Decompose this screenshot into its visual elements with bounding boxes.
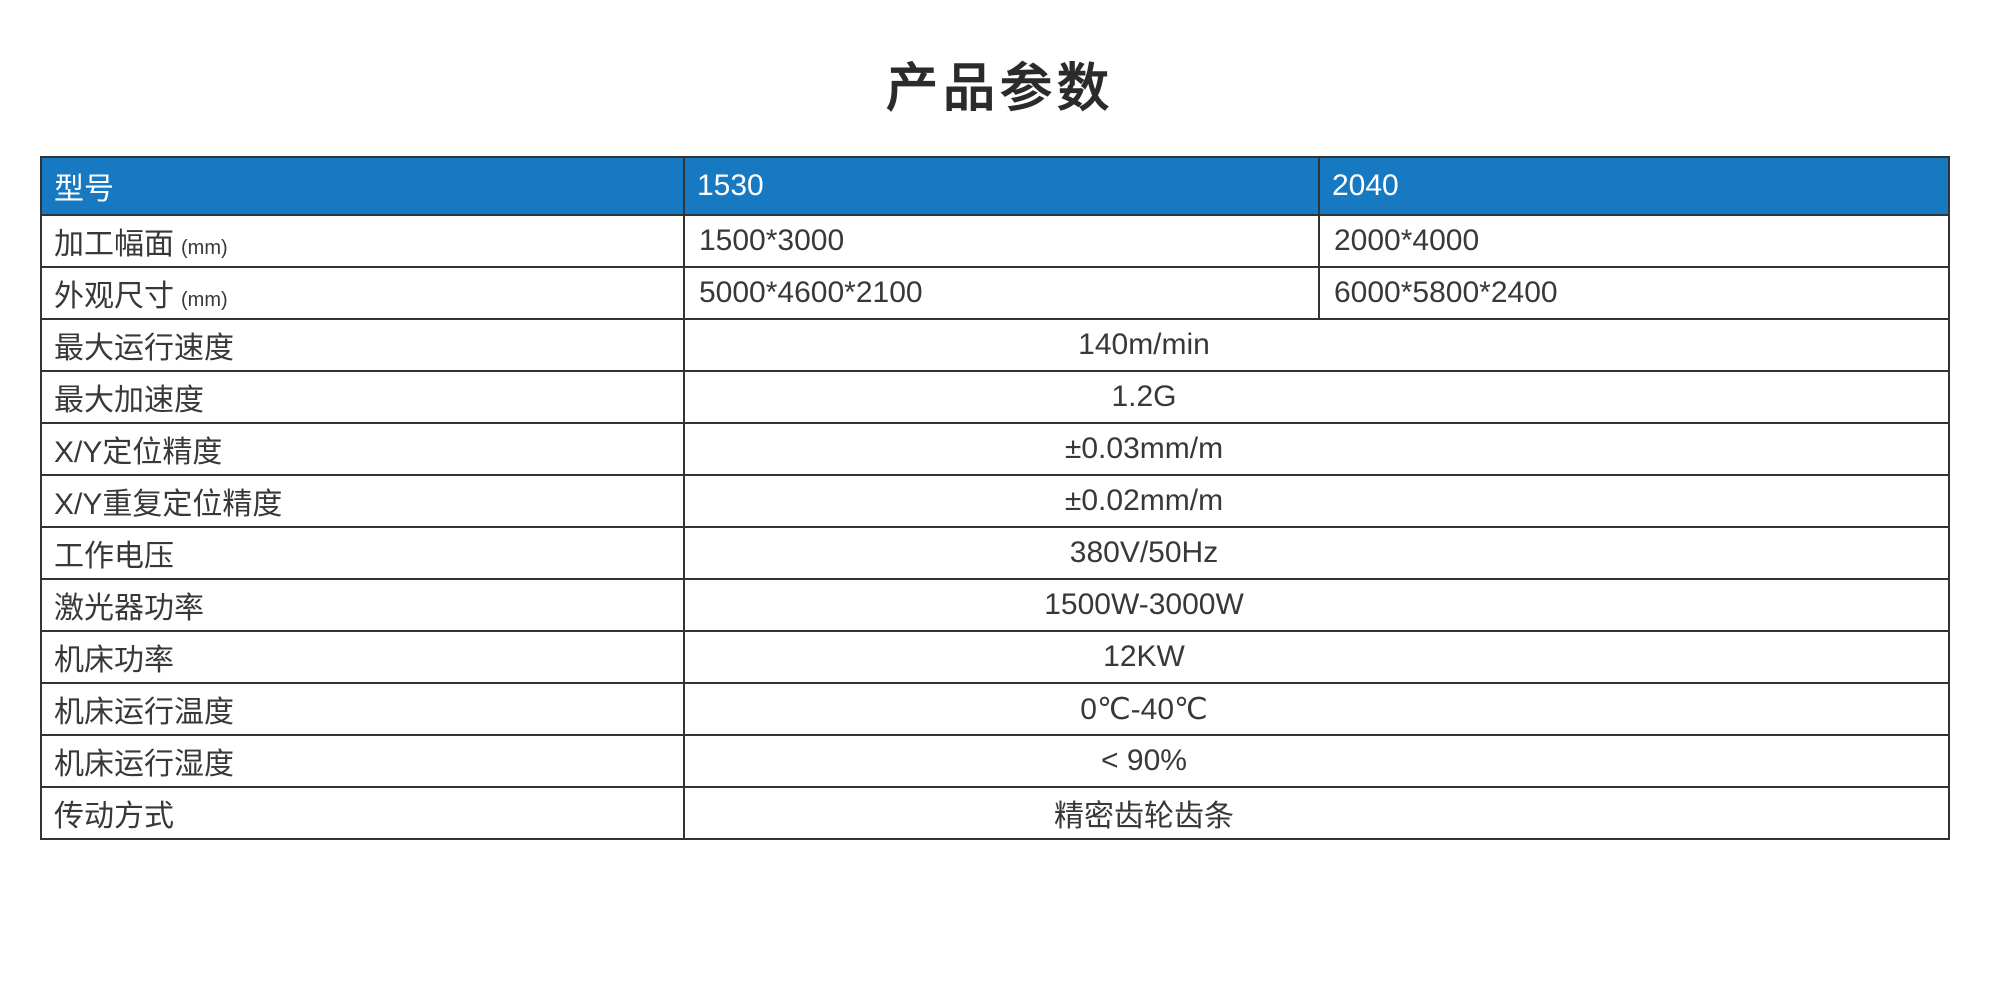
table-row: X/Y重复定位精度 ±0.02mm/m (40, 474, 1950, 529)
row-value: 1500*3000 (683, 214, 1320, 269)
table-row: 传动方式 精密齿轮齿条 (40, 786, 1950, 841)
row-label: 最大加速度 (40, 370, 685, 425)
header-cell-model: 型号 (40, 156, 685, 217)
row-value-merged: 1500W-3000W (683, 578, 1950, 633)
table-row: 工作电压 380V/50Hz (40, 526, 1950, 581)
row-value-merged: 380V/50Hz (683, 526, 1950, 581)
header-cell-model-1530: 1530 (683, 156, 1320, 217)
row-value: 5000*4600*2100 (683, 266, 1320, 321)
table-row: 激光器功率 1500W-3000W (40, 578, 1950, 633)
table-row: 最大运行速度 140m/min (40, 318, 1950, 373)
table-body: 加工幅面 (mm) 1500*3000 2000*4000 外观尺寸 (mm) 5000*4… (40, 214, 1950, 841)
row-value-merged: 1.2G (683, 370, 1950, 425)
table-row: 机床运行湿度 < 90% (40, 734, 1950, 789)
row-label: 机床功率 (40, 630, 685, 685)
row-value: 2000*4000 (1318, 214, 1950, 269)
table-row: 机床功率 12KW (40, 630, 1950, 685)
row-label: X/Y定位精度 (40, 422, 685, 477)
row-label: 传动方式 (40, 786, 685, 841)
row-value-merged: 精密齿轮齿条 (683, 786, 1950, 841)
row-value-merged: ±0.02mm/m (683, 474, 1950, 529)
table-row: 加工幅面 (mm) 1500*3000 2000*4000 (40, 214, 1950, 269)
row-label-unit: (mm) (181, 289, 228, 312)
row-label: 机床运行温度 (40, 682, 685, 737)
row-label: 工作电压 (40, 526, 685, 581)
row-label: 外观尺寸 (mm) (40, 266, 685, 321)
page-title: 产品参数 (885, 60, 1114, 118)
row-label: 加工幅面 (mm) (40, 214, 685, 269)
row-value-merged: ±0.03mm/m (683, 422, 1950, 477)
row-label-unit: (mm) (181, 237, 228, 260)
table-row: 机床运行温度 0℃-40℃ (40, 682, 1950, 737)
table-row: 外观尺寸 (mm) 5000*4600*2100 6000*5800*2400 (40, 266, 1950, 321)
row-label: 激光器功率 (40, 578, 685, 633)
table-row: X/Y定位精度 ±0.03mm/m (40, 422, 1950, 477)
row-value-merged: < 90% (683, 734, 1950, 789)
row-value-merged: 140m/min (683, 318, 1950, 373)
table-row: 最大加速度 1.2G (40, 370, 1950, 425)
row-value-merged: 12KW (683, 630, 1950, 685)
row-label: X/Y重复定位精度 (40, 474, 685, 529)
row-label: 最大运行速度 (40, 318, 685, 373)
row-label: 机床运行湿度 (40, 734, 685, 789)
table-header-row: 型号 1530 2040 (40, 156, 1950, 217)
row-value: 6000*5800*2400 (1318, 266, 1950, 321)
header-cell-model-2040: 2040 (1318, 156, 1950, 217)
row-value-merged: 0℃-40℃ (683, 682, 1950, 737)
product-parameters-page: 产品参数 型号 1530 2040 加工幅面 (mm) 1500*3000 2000*… (0, 58, 2000, 841)
product-spec-table: 型号 1530 2040 加工幅面 (mm) 1500*3000 2000*4000 外… (40, 156, 1950, 841)
